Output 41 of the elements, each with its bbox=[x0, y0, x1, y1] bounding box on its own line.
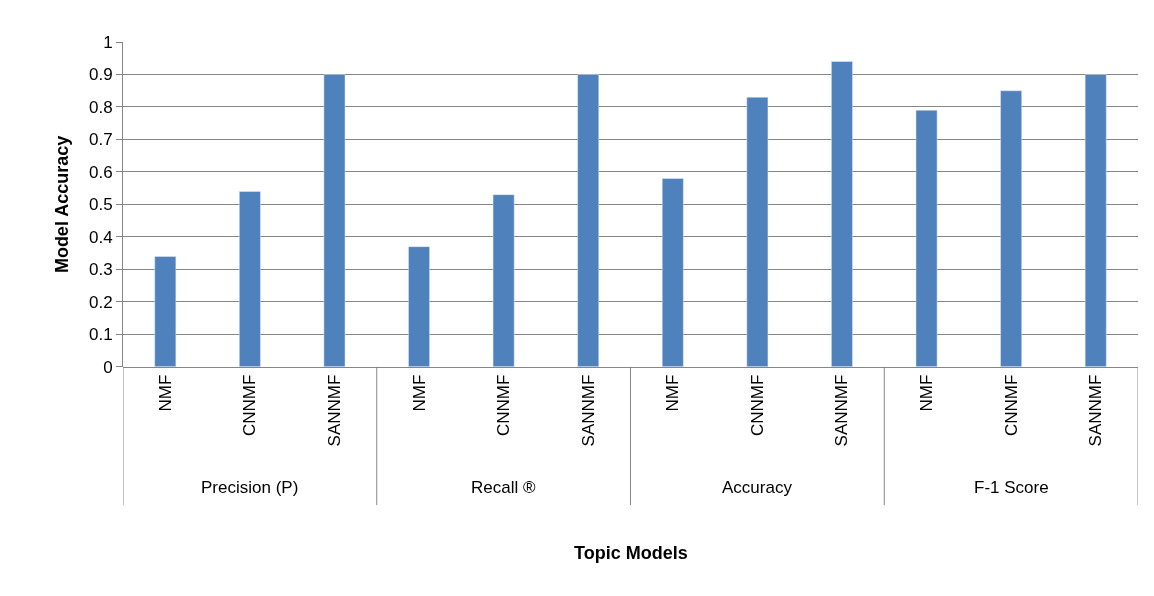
bar bbox=[154, 256, 177, 367]
y-tick-label: 0.4 bbox=[88, 227, 113, 247]
x-tick-label: NMF bbox=[917, 374, 937, 412]
bar bbox=[408, 246, 430, 367]
y-tick-label: 0.3 bbox=[88, 260, 113, 280]
bar bbox=[577, 74, 600, 367]
x-tick-label: CNNMF bbox=[1001, 374, 1021, 437]
bar bbox=[915, 109, 938, 367]
bar bbox=[1084, 74, 1107, 367]
x-tick-label: NMF bbox=[409, 374, 429, 412]
x-tick-label: CNNMF bbox=[240, 374, 260, 437]
y-tick-label: 0.7 bbox=[88, 130, 113, 150]
text: Precision (P) bbox=[201, 478, 299, 497]
bar bbox=[1000, 90, 1022, 367]
bar bbox=[746, 96, 769, 367]
y-tick-label: 0 bbox=[103, 357, 113, 377]
x-tick-label: SANNMF bbox=[1086, 374, 1106, 447]
x-tick-label: SANNMF bbox=[832, 374, 852, 447]
y-tick-label: 0.5 bbox=[88, 195, 113, 215]
y-tick-label: 0.6 bbox=[88, 162, 113, 182]
x-tick-label: NMF bbox=[663, 374, 683, 412]
text: Topic Models bbox=[574, 543, 688, 563]
y-tick-label: 0.2 bbox=[88, 292, 113, 312]
bar bbox=[661, 178, 684, 367]
x-tick-label: NMF bbox=[155, 374, 175, 412]
x-tick-label: CNNMF bbox=[494, 374, 514, 437]
x-tick-label: SANNMF bbox=[578, 374, 598, 447]
y-tick-label: 0.9 bbox=[88, 65, 113, 85]
text: Recall ® bbox=[471, 478, 536, 497]
text: Accuracy bbox=[722, 478, 793, 497]
bar bbox=[239, 191, 261, 367]
y-tick-label: 0.8 bbox=[88, 97, 113, 117]
x-tick-label: SANNMF bbox=[324, 374, 344, 447]
text: F-1 Score bbox=[974, 478, 1049, 497]
x-tick-label: CNNMF bbox=[747, 374, 767, 437]
bar bbox=[492, 194, 515, 367]
y-axis-title: Model Accuracy bbox=[52, 135, 73, 274]
bar bbox=[323, 74, 346, 367]
y-tick-label: 1 bbox=[103, 32, 113, 52]
y-tick-label: 0.1 bbox=[88, 325, 113, 345]
bar bbox=[831, 61, 853, 367]
